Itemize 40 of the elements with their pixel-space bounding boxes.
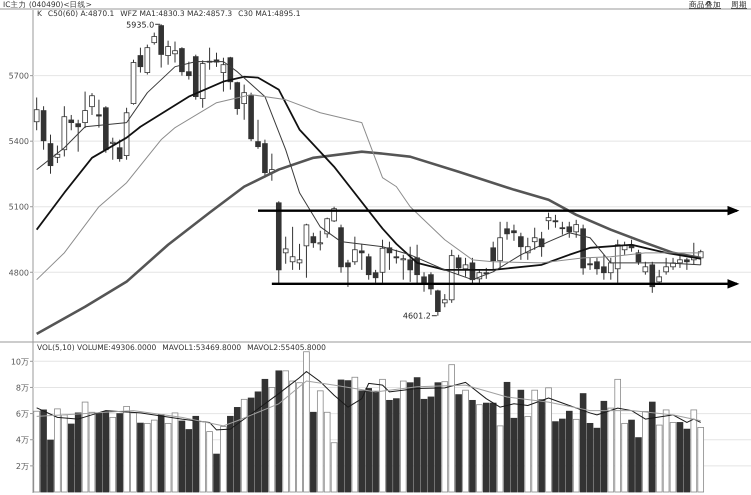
bar — [268, 387, 276, 492]
bar — [469, 400, 476, 492]
bar — [572, 418, 580, 492]
bar — [310, 412, 317, 492]
y-tick-label: 5400 — [8, 137, 29, 146]
bar — [213, 454, 220, 492]
y-tick-label: 4800 — [8, 268, 29, 278]
candlestick — [394, 249, 400, 264]
annotation: 4601.2 — [402, 312, 431, 321]
bar — [137, 422, 144, 492]
candlestick — [636, 249, 642, 266]
bar — [116, 413, 123, 492]
bar — [379, 378, 386, 492]
bar — [538, 399, 545, 492]
bar — [400, 380, 407, 492]
candlestick — [82, 91, 88, 129]
bar — [455, 394, 462, 492]
bar — [352, 376, 358, 492]
bar — [109, 416, 116, 492]
bar — [545, 387, 552, 492]
y-tick-label: 6万 — [16, 410, 29, 419]
bar — [240, 398, 248, 492]
y-tick-label: 2万 — [16, 462, 29, 471]
bar — [476, 404, 483, 492]
bar — [496, 425, 504, 492]
y-tick-label: 4万 — [16, 436, 29, 445]
annotation: 5935.0 — [126, 20, 154, 30]
bar — [462, 390, 469, 492]
candlestick — [89, 92, 95, 116]
bar — [648, 402, 656, 492]
y-tick-label: 5100 — [8, 202, 29, 212]
bar — [33, 410, 40, 492]
y-tick-label: 10万 — [10, 357, 29, 366]
y-tick-label: 5700 — [8, 72, 29, 81]
bar — [220, 426, 227, 492]
candlestick — [75, 119, 81, 152]
bar — [642, 411, 649, 492]
y-tick-label: 8万 — [16, 383, 29, 392]
bar — [158, 414, 164, 492]
bar — [275, 370, 282, 492]
